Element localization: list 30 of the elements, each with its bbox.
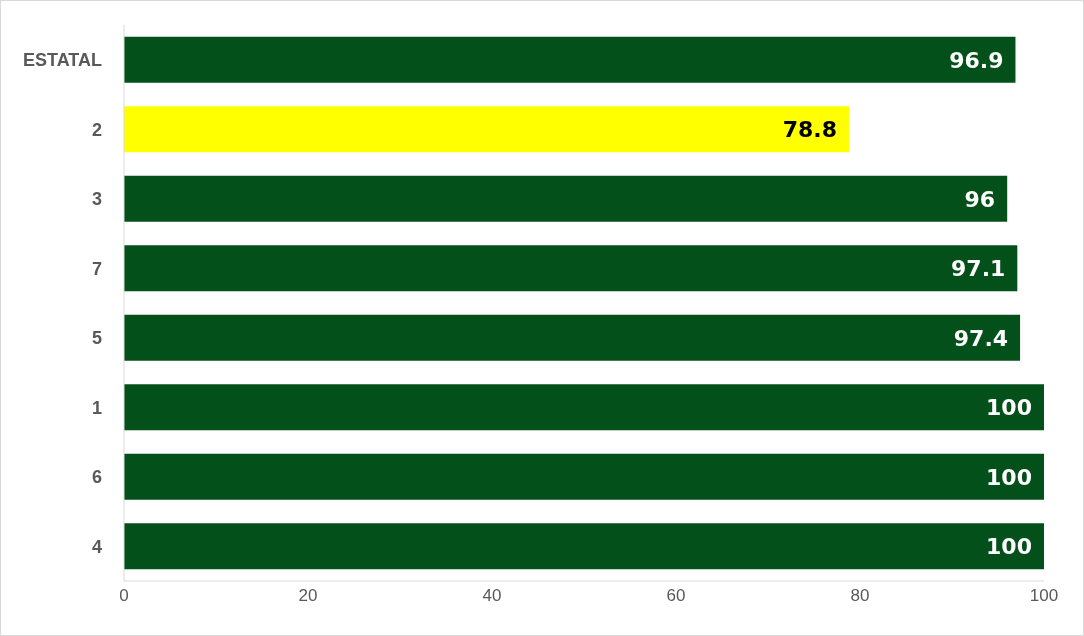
data-label: 97.1 [951, 256, 1006, 282]
data-label: 96.9 [949, 47, 1004, 73]
data-label: 100 [986, 464, 1032, 490]
bar [124, 453, 1044, 500]
bar [124, 36, 1016, 83]
y-tick-label: 4 [91, 536, 102, 557]
bar [124, 314, 1021, 361]
data-label: 100 [986, 534, 1032, 560]
bar [124, 106, 849, 153]
y-tick-label: 7 [91, 258, 102, 279]
data-label: 100 [986, 395, 1032, 421]
bar [124, 384, 1044, 431]
y-tick-label: 1 [91, 397, 102, 418]
data-label: 96 [964, 186, 996, 212]
x-tick-label: 60 [666, 586, 686, 606]
bar [124, 245, 1018, 292]
y-tick-label: 6 [91, 467, 102, 488]
x-tick-label: 0 [119, 586, 129, 606]
data-label: 78.8 [782, 117, 837, 143]
x-tick-label: 20 [298, 586, 318, 606]
x-tick-label: 80 [850, 586, 870, 606]
y-tick-label: 5 [91, 328, 102, 349]
y-tick-label: 2 [91, 119, 102, 140]
bar [124, 523, 1044, 570]
x-tick-label: 100 [1029, 586, 1059, 606]
data-label: 97.4 [953, 325, 1009, 351]
x-tick-label: 40 [482, 586, 502, 606]
y-tick-label: ESTATAL [23, 50, 102, 71]
bar [124, 175, 1008, 222]
y-tick-label: 3 [91, 189, 102, 210]
